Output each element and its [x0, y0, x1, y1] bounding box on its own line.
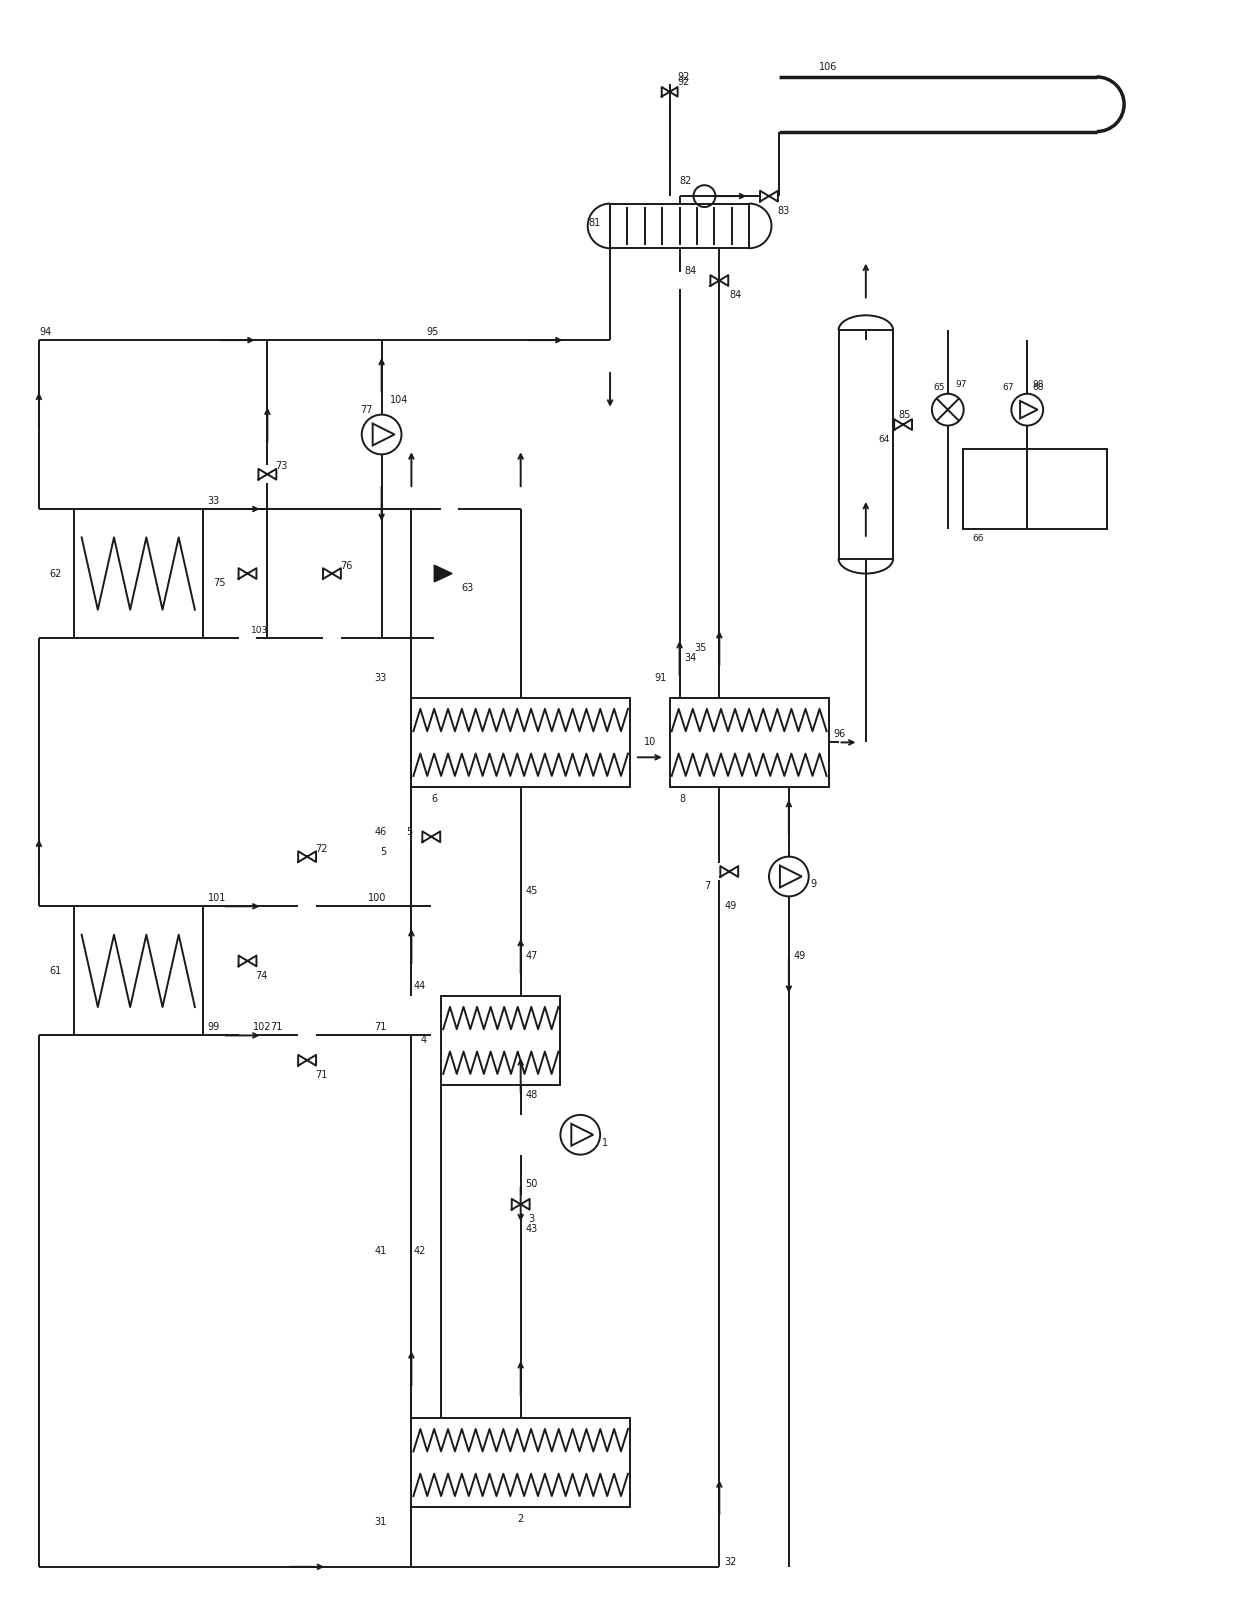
Text: 71: 71	[315, 1070, 327, 1080]
Text: 61: 61	[50, 966, 62, 975]
Text: 50: 50	[526, 1180, 538, 1189]
Text: 35: 35	[694, 643, 707, 652]
Text: 65: 65	[932, 384, 945, 392]
Text: 67: 67	[1002, 384, 1014, 392]
Text: 71: 71	[270, 1022, 283, 1032]
Text: 76: 76	[340, 561, 352, 570]
Text: 102: 102	[253, 1022, 272, 1032]
Text: 92: 92	[677, 72, 689, 82]
Text: 41: 41	[374, 1247, 387, 1257]
Bar	[670, 697, 828, 787]
Bar	[412, 1417, 630, 1507]
Text: 33: 33	[374, 673, 387, 683]
Text: 5: 5	[407, 828, 413, 837]
Text: 49: 49	[794, 951, 806, 961]
Text: 48: 48	[526, 1090, 538, 1101]
Bar	[962, 450, 1107, 529]
Text: 33: 33	[208, 497, 219, 506]
Text: 8: 8	[680, 794, 686, 804]
Text: 81: 81	[588, 219, 600, 228]
Text: 31: 31	[374, 1517, 387, 1527]
Text: 44: 44	[414, 980, 427, 992]
Text: 104: 104	[389, 395, 408, 405]
Text: 68: 68	[1032, 384, 1044, 392]
Text: 1: 1	[603, 1138, 609, 1147]
Text: 94: 94	[38, 328, 51, 337]
Text: 6: 6	[432, 794, 438, 804]
Text: 64: 64	[878, 435, 889, 444]
Text: 7: 7	[704, 881, 711, 892]
Text: 106: 106	[818, 63, 837, 72]
Text: 77: 77	[360, 405, 372, 415]
Text: 32: 32	[724, 1557, 737, 1567]
Text: 73: 73	[275, 461, 288, 471]
Text: 34: 34	[684, 652, 697, 664]
Text: 85: 85	[898, 410, 910, 419]
Text: 10: 10	[644, 738, 656, 747]
Text: 9: 9	[811, 879, 817, 889]
Text: 47: 47	[526, 951, 538, 961]
Text: 43: 43	[526, 1225, 538, 1234]
Text: 84: 84	[729, 291, 742, 301]
Text: 83: 83	[777, 206, 789, 215]
Text: 62: 62	[50, 569, 62, 579]
Text: 2: 2	[517, 1514, 523, 1523]
Text: 42: 42	[414, 1247, 427, 1257]
Text: 92: 92	[677, 77, 689, 87]
Text: 97: 97	[956, 381, 967, 389]
Text: 84: 84	[684, 265, 697, 276]
Text: 100: 100	[368, 893, 387, 903]
Text: 75: 75	[213, 579, 226, 588]
Bar	[838, 329, 893, 559]
Bar	[441, 996, 560, 1085]
Bar	[73, 509, 203, 638]
Text: 71: 71	[374, 1022, 387, 1032]
Bar	[73, 906, 203, 1035]
Text: 66: 66	[972, 534, 985, 543]
Text: 46: 46	[374, 828, 387, 837]
Bar	[610, 204, 749, 247]
Text: 5: 5	[381, 847, 387, 857]
Text: 3: 3	[528, 1215, 534, 1225]
Text: 49: 49	[724, 902, 737, 911]
Bar	[412, 697, 630, 787]
Text: 95: 95	[427, 328, 439, 337]
Text: 82: 82	[680, 177, 692, 186]
Text: 101: 101	[208, 893, 226, 903]
Text: 91: 91	[655, 673, 667, 683]
Text: 96: 96	[833, 730, 846, 739]
Text: 103: 103	[250, 625, 268, 635]
Text: 99: 99	[208, 1022, 219, 1032]
Text: 72: 72	[315, 844, 327, 853]
Text: 45: 45	[526, 887, 538, 897]
Text: 74: 74	[255, 971, 268, 980]
Text: 4: 4	[420, 1035, 427, 1046]
Polygon shape	[434, 566, 453, 582]
Text: 98: 98	[1032, 381, 1044, 389]
Text: 63: 63	[461, 583, 474, 593]
